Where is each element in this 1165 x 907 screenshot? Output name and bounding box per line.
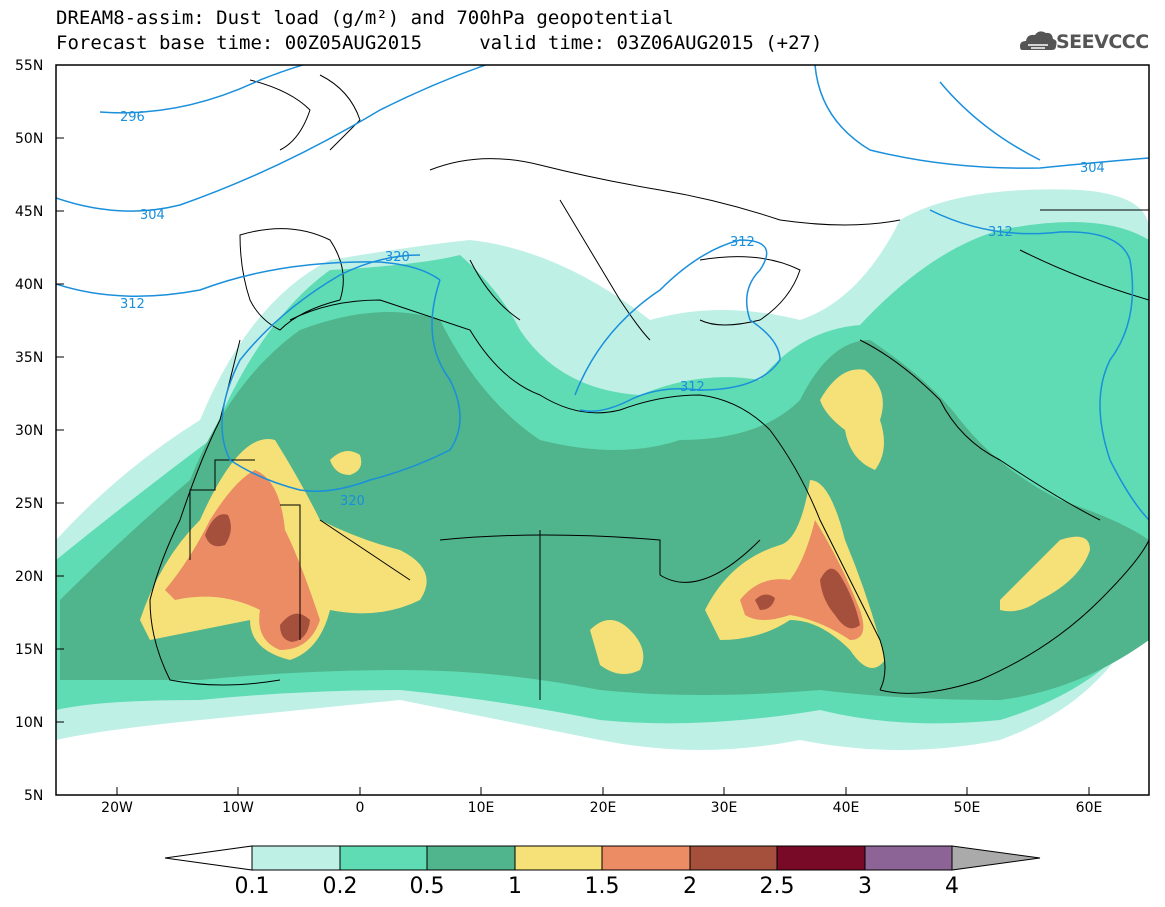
dust-level-1-oman: [1000, 536, 1090, 612]
dust-level-1-libya: [330, 451, 362, 475]
colorbar-label: 0.2: [323, 874, 358, 899]
lon-label: 30E: [711, 800, 738, 816]
lat-label: 50N: [15, 131, 43, 147]
dust-level-2-sudan: [755, 594, 775, 610]
colorbar: [164, 845, 1041, 871]
colorbar-segment: [426, 845, 516, 871]
lat-label: 55N: [15, 58, 43, 74]
dust-level-2-west: [205, 514, 231, 547]
lon-label: 40E: [833, 800, 860, 816]
colorbar-label: 1.5: [585, 874, 620, 899]
coastlines: [149, 74, 1149, 700]
colorbar-label: 0.5: [410, 874, 445, 899]
lon-label: 20E: [590, 800, 617, 816]
contour-label: 312: [988, 225, 1013, 240]
contour-label: 312: [680, 380, 705, 395]
logo-text: SEEVCCC: [1056, 31, 1149, 53]
lon-label: 10E: [468, 800, 495, 816]
colorbar-segment: [776, 845, 866, 871]
contour-label: 312: [120, 297, 145, 312]
contour-label: 296: [120, 110, 145, 125]
lon-label: 50E: [954, 800, 981, 816]
map-subtitle: Forecast base time: 00Z05AUG2015 valid t…: [56, 32, 823, 54]
colorbar-segment: [251, 845, 341, 871]
contour-labels: 296 304 304 312 312 312 312 320 320: [120, 110, 1105, 509]
lat-label: 30N: [15, 423, 43, 439]
dust-level-1.5-west: [165, 470, 320, 650]
lon-label: 60E: [1076, 800, 1103, 816]
lat-label: 10N: [15, 715, 43, 731]
colorbar-labels: 0.1 0.2 0.5 1 1.5 2 2.5 3 4: [235, 874, 960, 899]
lat-label: 15N: [15, 642, 43, 658]
dust-level-1-sahel: [590, 620, 644, 674]
contour-label: 304: [1080, 161, 1105, 176]
dust-level-1-iraq: [820, 369, 884, 470]
lat-label: 20N: [15, 569, 43, 585]
colorbar-segment: [864, 845, 953, 871]
colorbar-label: 3: [858, 874, 872, 899]
colorbar-label: 4: [945, 874, 959, 899]
dust-level-2-redsea: [820, 568, 860, 629]
cloud-icon: [1020, 31, 1057, 50]
colorbar-label: 0.1: [235, 874, 270, 899]
lon-label: 0: [356, 800, 365, 816]
map-title: DREAM8-assim: Dust load (g/m²) and 700hP…: [56, 7, 674, 29]
latitude-labels: 55N 50N 45N 40N 35N 30N 25N 20N 15N 10N …: [15, 58, 43, 804]
colorbar-segment: [514, 845, 603, 871]
colorbar-segment: [601, 845, 691, 871]
lon-label: 10W: [222, 800, 254, 816]
contour-label: 320: [385, 250, 410, 265]
colorbar-lower-arrow: [164, 845, 253, 871]
colorbar-label: 2: [683, 874, 697, 899]
contour-label: 304: [140, 208, 165, 223]
dust-level-2-mali: [280, 613, 310, 642]
lat-label: 35N: [15, 350, 43, 366]
lat-label: 45N: [15, 204, 43, 220]
longitude-labels: 20W 10W 0 10E 20E 30E 40E 50E 60E: [101, 800, 1102, 816]
geopotential-contours: [56, 65, 1149, 521]
colorbar-label: 2.5: [760, 874, 795, 899]
lat-label: 5N: [24, 788, 43, 804]
colorbar-upper-arrow: [951, 845, 1041, 871]
lat-label: 40N: [15, 277, 43, 293]
colorbar-segment: [689, 845, 778, 871]
colorbar-label: 1: [508, 874, 522, 899]
contour-label: 320: [340, 494, 365, 509]
colorbar-segment: [339, 845, 428, 871]
dust-fields: [56, 65, 1149, 795]
lat-label: 25N: [15, 496, 43, 512]
lon-label: 20W: [101, 800, 133, 816]
axis-ticks: [56, 64, 1090, 795]
contour-label: 312: [730, 235, 755, 250]
